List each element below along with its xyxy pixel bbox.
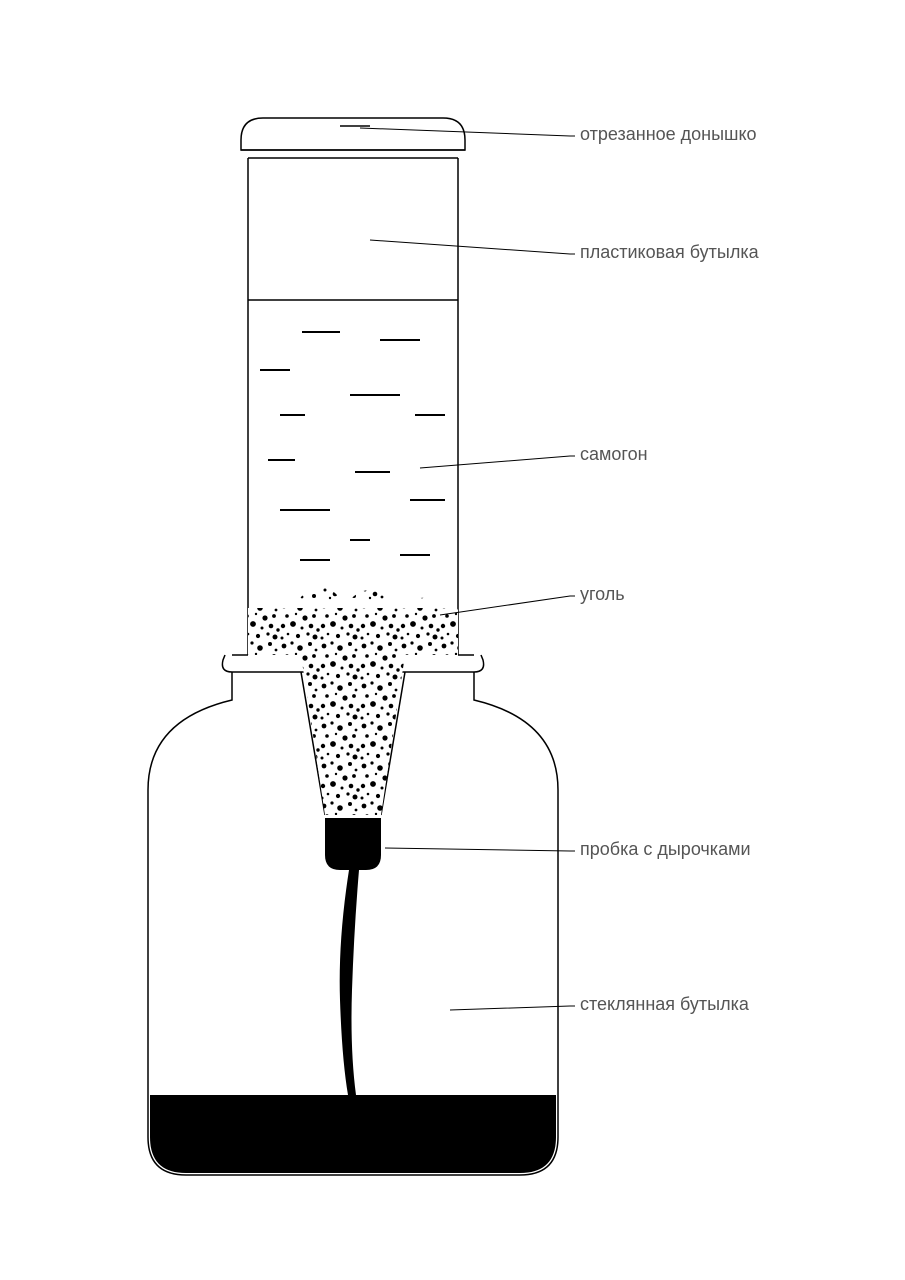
labels-group: отрезанное донышко пластиковая бутылка сам… <box>360 124 760 1014</box>
plastic-bottle <box>232 118 474 828</box>
drip-stream <box>340 870 359 1095</box>
label-glass-bottle: стеклянная бутылка <box>580 994 750 1014</box>
leader-line <box>360 128 575 136</box>
coal-region <box>248 586 458 828</box>
collected-liquid <box>150 1095 556 1173</box>
leader-line <box>385 848 575 851</box>
leader-line <box>420 456 575 468</box>
moonshine-liquid <box>260 332 445 560</box>
cut-bottom-cap <box>241 118 465 150</box>
label-cut-bottom: отрезанное донышко <box>580 124 757 144</box>
filtration-diagram: отрезанное донышко пластиковая бутылка сам… <box>0 0 905 1280</box>
leader-line <box>450 1006 575 1010</box>
leader-line <box>440 596 575 615</box>
label-plastic-bottle: пластиковая бутылка <box>580 242 760 262</box>
label-cork: пробка с дырочками <box>580 839 751 859</box>
cork <box>325 818 381 870</box>
label-coal: уголь <box>580 584 625 604</box>
label-moonshine: самогон <box>580 444 648 464</box>
leader-line <box>370 240 575 254</box>
